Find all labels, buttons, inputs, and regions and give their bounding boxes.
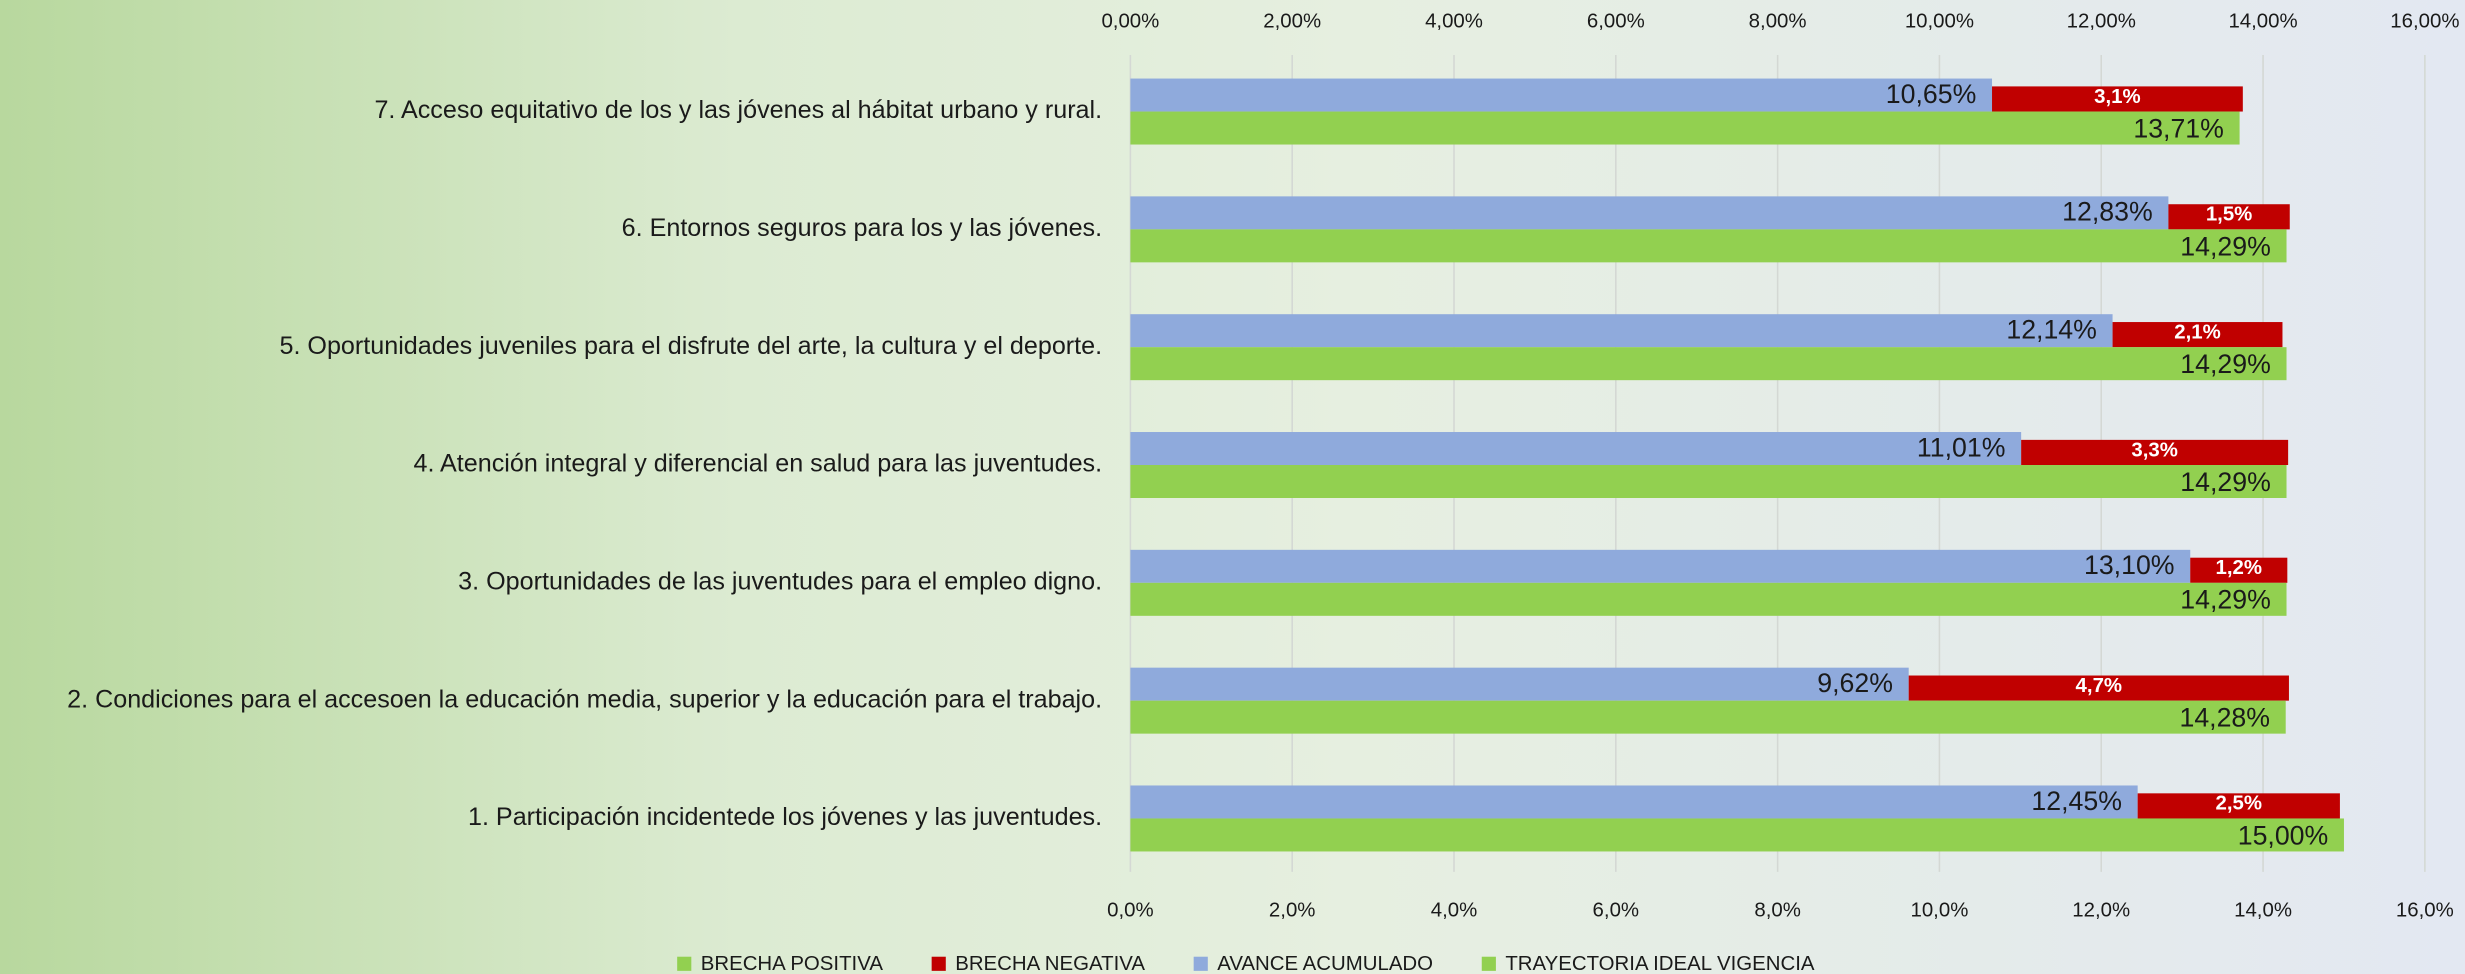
x2-tick-label: 2,00% xyxy=(1263,10,1321,32)
x-tick-label: 8,0% xyxy=(1754,900,1801,922)
x-tick-label: 14,0% xyxy=(2234,900,2292,922)
bar xyxy=(1130,229,2287,263)
value-label: 15,00% xyxy=(2238,820,2329,850)
value-label: 12,45% xyxy=(2031,786,2122,816)
x2-tick-label: 0,00% xyxy=(1101,10,1159,32)
x-tick-label: 0,0% xyxy=(1107,900,1154,922)
bar xyxy=(1130,196,2169,230)
bar xyxy=(1992,86,2243,112)
bar xyxy=(1130,432,2022,466)
category-label: 5. Oportunidades juveniles para el disfr… xyxy=(279,332,1102,360)
bar xyxy=(1130,582,2287,616)
value-label: 14,29% xyxy=(2180,585,2271,615)
value-label: 12,14% xyxy=(2006,315,2097,345)
category-label: 2. Condiciones para el accesoen la educa… xyxy=(67,685,1102,713)
bar xyxy=(1130,78,1993,112)
category-label: 1. Participación incidentede los jóvenes… xyxy=(468,803,1102,831)
legend-label: TRAYECTORIA IDEAL VIGENCIA xyxy=(1505,953,1815,974)
bar xyxy=(2112,322,2283,348)
x2-tick-label: 8,00% xyxy=(1749,10,1807,32)
category-label: 7. Acceso equitativo de los y las jóvene… xyxy=(374,96,1102,124)
category-label: 4. Atención integral y diferencial en sa… xyxy=(414,450,1103,478)
legend-label: AVANCE ACUMULADO xyxy=(1217,953,1433,974)
value-label: 4,7% xyxy=(2076,675,2123,697)
bar xyxy=(1908,675,2289,701)
legend-swatch xyxy=(1481,956,1496,971)
value-label: 9,62% xyxy=(1817,668,1893,698)
legend-swatch xyxy=(931,956,946,971)
bar xyxy=(1130,667,1909,701)
x-tick-label: 6,0% xyxy=(1593,900,1640,922)
value-label: 12,83% xyxy=(2062,197,2153,227)
value-label: 1,2% xyxy=(2216,557,2263,579)
value-label: 3,3% xyxy=(2131,439,2178,461)
x-tick-label: 2,0% xyxy=(1269,900,1316,922)
bar xyxy=(2137,793,2340,819)
bar xyxy=(1130,347,2287,381)
bar xyxy=(1130,818,2344,852)
legend-label: BRECHA POSITIVA xyxy=(701,953,884,974)
x2-tick-label: 12,00% xyxy=(2067,10,2136,32)
x2-tick-label: 16,00% xyxy=(2390,10,2459,32)
x2-tick-label: 6,00% xyxy=(1587,10,1645,32)
value-label: 14,29% xyxy=(2180,467,2271,497)
legend-swatch xyxy=(1193,956,1208,971)
value-label: 13,71% xyxy=(2133,113,2224,143)
value-label: 1,5% xyxy=(2206,204,2253,226)
category-label: 6. Entornos seguros para los y las jóven… xyxy=(622,214,1102,242)
x-tick-label: 4,0% xyxy=(1431,900,1478,922)
bar xyxy=(2021,439,2289,466)
bar xyxy=(2168,204,2290,230)
legend-swatch xyxy=(677,956,692,971)
category-label: 3. Oportunidades de las juventudes para … xyxy=(458,567,1102,595)
bar xyxy=(1130,549,2191,583)
value-label: 2,1% xyxy=(2174,321,2221,343)
x-tick-label: 10,0% xyxy=(1910,900,1968,922)
value-label: 14,29% xyxy=(2180,231,2271,261)
legend-label: BRECHA NEGATIVA xyxy=(955,953,1145,974)
x2-tick-label: 4,00% xyxy=(1425,10,1483,32)
value-label: 13,10% xyxy=(2084,550,2175,580)
value-label: 10,65% xyxy=(1886,79,1977,109)
value-label: 11,01% xyxy=(1917,432,2006,462)
value-label: 3,1% xyxy=(2094,86,2141,108)
bar xyxy=(1130,111,2240,145)
x-tick-label: 12,0% xyxy=(2072,900,2130,922)
bar xyxy=(1130,465,2287,498)
bar xyxy=(1130,700,2286,734)
value-label: 14,28% xyxy=(2179,703,2270,733)
bar xyxy=(1130,785,2138,819)
x2-tick-label: 10,00% xyxy=(1905,10,1974,32)
x-tick-label: 16,0% xyxy=(2396,900,2454,922)
value-label: 2,5% xyxy=(2216,793,2263,815)
bar xyxy=(1130,314,2113,348)
value-label: 14,29% xyxy=(2180,349,2271,379)
x2-tick-label: 14,00% xyxy=(2228,10,2297,32)
bar xyxy=(2190,557,2288,583)
